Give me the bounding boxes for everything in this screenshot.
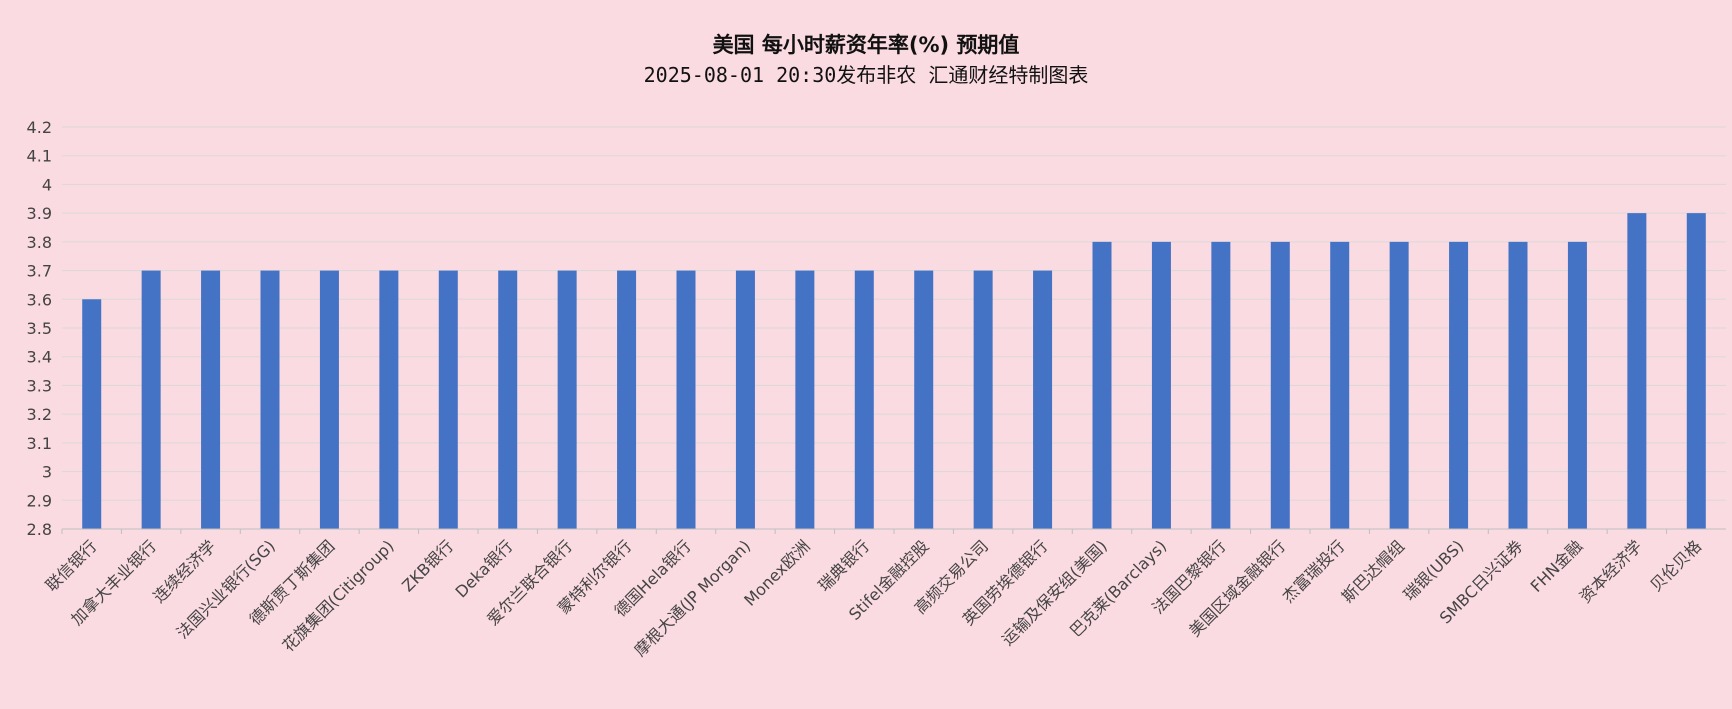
bar [1567,241,1587,529]
chart-subtitle: 2025-08-01 20:30发布非农 汇通财经特制图表 [644,63,1089,87]
y-axis-ticks: 2.8 2.9 3 3.1 3.2 3.3 3.4 3.5 3.6 3.7 3.8 3.9 4 4.1 4.… [27,118,52,539]
x-tick-label: 花旗集团(Citigroup) [279,536,398,655]
bar [1211,241,1231,529]
x-tick-label: FHN金融 [1527,536,1587,596]
bar [676,270,696,529]
bar [1627,213,1647,529]
bar [141,270,161,529]
bar [1270,241,1290,529]
y-tick-label: 3.9 [27,204,52,223]
x-tick-label: 法国兴业银行(SG) [173,536,279,642]
x-tick-label: 斯巴达帽组 [1338,536,1408,606]
bar [1092,241,1112,529]
y-tick-label: 3.2 [27,405,52,424]
bar [201,270,221,529]
y-tick-label: 3.4 [27,348,52,367]
bar [735,270,755,529]
y-tick-label: 3.6 [27,290,52,309]
y-tick-label: 2.8 [27,520,52,539]
bar [1449,241,1469,529]
bar [379,270,399,529]
x-tick-label: ZKB银行 [398,536,457,595]
x-tick-label: 运输及保安组(美国) [998,536,1111,649]
bar [319,270,339,529]
y-tick-label: 2.9 [27,491,52,510]
y-tick-label: 4.1 [27,147,52,166]
bar [973,270,993,529]
y-tick-label: 3.5 [27,319,52,338]
bar [1033,270,1053,529]
bar [438,270,458,529]
chart-title: 美国 每小时薪资年率(%) 预期值 [713,33,1020,57]
x-tick-label: 联信银行 [42,536,101,595]
x-tick-label: 杰富瑞投行 [1279,536,1349,606]
bar [914,270,934,529]
y-tick-label: 4.2 [27,118,52,137]
x-axis-ticks: 联信银行加拿大丰业银行连续经济学法国兴业银行(SG)德斯贾丁斯集团花旗集团(Ci… [42,529,1705,660]
bar [1508,241,1528,529]
bar [498,270,518,529]
bar [557,270,577,529]
y-tick-label: 4 [42,175,52,194]
bar [260,270,280,529]
x-tick-label: 贝伦贝格 [1646,536,1705,595]
gridlines [62,126,1726,501]
x-tick-label: 瑞典银行 [814,536,873,595]
y-tick-label: 3.8 [27,233,52,252]
bars [82,213,1706,529]
bar [82,299,102,529]
y-tick-label: 3 [42,463,52,482]
bar [1686,213,1706,529]
bar [1330,241,1350,529]
bar [1151,241,1171,529]
bar [854,270,874,529]
bar [1389,241,1409,529]
y-tick-label: 3.3 [27,376,52,395]
y-tick-label: 3.7 [27,262,52,281]
x-tick-label: 资本经济学 [1576,536,1646,606]
bar [795,270,815,529]
y-tick-label: 3.1 [27,434,52,453]
x-tick-label: 摩根大通(JP Morgan) [631,536,755,660]
bar [617,270,637,529]
